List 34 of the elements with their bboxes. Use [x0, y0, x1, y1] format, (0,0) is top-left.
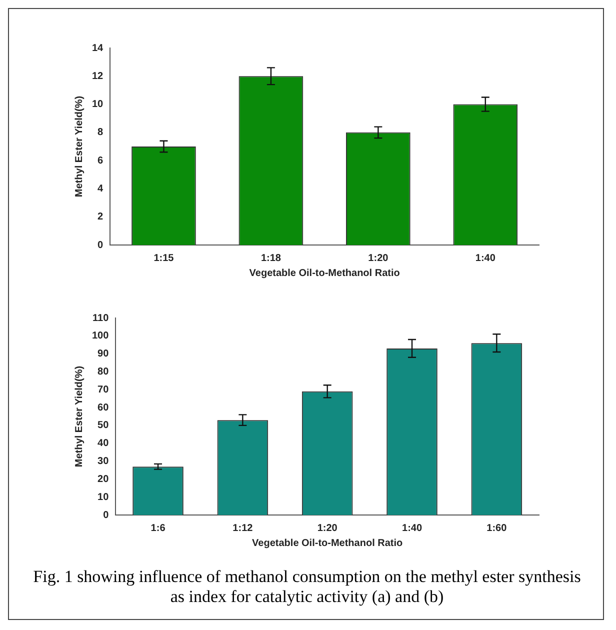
- y-tick-label: 4: [98, 183, 104, 194]
- x-tick-label: 1:6: [150, 522, 166, 534]
- y-tick-label: 8: [98, 127, 104, 138]
- x-tick-label: 1:12: [232, 522, 254, 534]
- caption: Fig. 1 showing influence of methanol consumption on the methyl ester synthesis as index for catalytic activity (a) and (b): [32, 567, 582, 608]
- x-axis-title: Vegetable Oil-to-Methanol Ratio: [252, 538, 403, 549]
- y-tick-label: 40: [98, 438, 110, 450]
- y-tick-label: 110: [92, 312, 110, 324]
- y-tick-label: 80: [98, 366, 110, 378]
- y-tick-label: 10: [92, 99, 104, 110]
- y-tick-label: 10: [98, 492, 110, 503]
- x-tick-label: 1:15: [154, 252, 174, 264]
- y-tick-label: 12: [92, 70, 104, 82]
- y-tick-label: 20: [98, 474, 110, 485]
- y-tick-label: 100: [92, 330, 110, 342]
- x-tick-label: 1:20: [317, 522, 338, 534]
- y-tick-label: 50: [98, 420, 110, 432]
- y-tick-label: 0: [98, 240, 104, 251]
- y-axis-title: Methyl Ester Yield(%): [74, 366, 85, 468]
- x-tick-label: 1:18: [260, 252, 282, 264]
- y-tick-label: 60: [98, 402, 110, 414]
- x-tick-label: 1:20: [368, 252, 389, 264]
- y-tick-label: 2: [98, 212, 104, 223]
- x-tick-label: 1:40: [475, 252, 496, 264]
- y-tick-label: 70: [98, 384, 110, 396]
- x-axis-title: Vegetable Oil-to-Methanol Ratio: [249, 268, 400, 279]
- y-tick-label: 6: [98, 155, 104, 166]
- y-tick-label: 14: [92, 42, 104, 54]
- y-tick-label: 0: [103, 510, 110, 521]
- x-tick-label: 1:40: [402, 522, 422, 534]
- y-axis-title: Methyl Ester Yield(%): [74, 96, 85, 198]
- x-tick-label: 1:60: [486, 522, 508, 534]
- y-tick-label: 30: [98, 456, 110, 468]
- y-tick-label: 90: [98, 348, 110, 360]
